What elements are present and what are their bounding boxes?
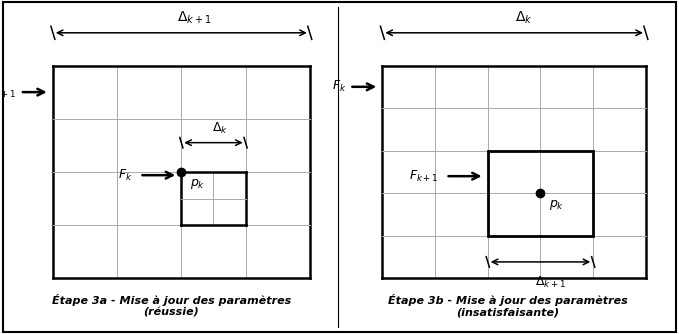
Text: Étape 3b - Mise à jour des paramètres
(insatisfaisante): Étape 3b - Mise à jour des paramètres (i… [388, 294, 627, 318]
Text: $F_{k+1}$: $F_{k+1}$ [0, 85, 17, 100]
Bar [488, 151, 593, 236]
Text: $F_k$: $F_k$ [118, 168, 133, 183]
Text: $p_k$: $p_k$ [549, 198, 564, 212]
Text: $p_k$: $p_k$ [189, 177, 205, 191]
Text: $\Delta_{k+1}$: $\Delta_{k+1}$ [535, 275, 566, 290]
Text: $\Delta_k$: $\Delta_k$ [212, 121, 228, 136]
Text: $F_{k+1}$: $F_{k+1}$ [409, 169, 439, 184]
Text: $\Delta_k$: $\Delta_k$ [515, 10, 533, 26]
Text: $\Delta_{k+1}$: $\Delta_{k+1}$ [177, 10, 212, 26]
Text: $F_k$: $F_k$ [331, 79, 346, 95]
Text: Étape 3a - Mise à jour des paramètres
(réussie): Étape 3a - Mise à jour des paramètres (r… [52, 294, 291, 318]
